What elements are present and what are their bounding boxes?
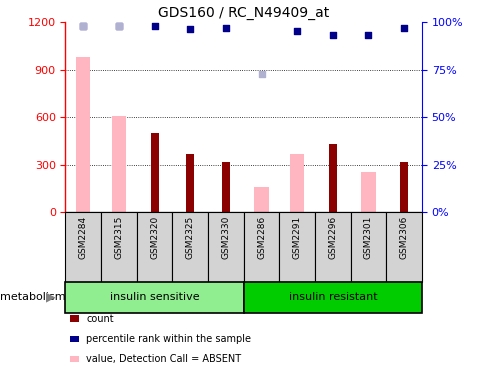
Bar — [151, 133, 158, 212]
Point — [364, 32, 372, 38]
Point — [257, 71, 265, 77]
Bar — [172, 212, 208, 282]
Bar — [289, 154, 303, 212]
Text: GSM2315: GSM2315 — [114, 216, 123, 259]
Bar — [279, 212, 314, 282]
Point — [399, 25, 407, 31]
Bar — [65, 282, 243, 313]
Bar — [385, 212, 421, 282]
Text: GSM2296: GSM2296 — [328, 216, 337, 259]
Point — [186, 26, 194, 32]
Text: insulin sensitive: insulin sensitive — [109, 292, 199, 302]
Text: insulin resistant: insulin resistant — [288, 292, 377, 302]
Text: ▶: ▶ — [46, 291, 56, 304]
Point — [293, 29, 301, 34]
Text: GSM2325: GSM2325 — [185, 216, 195, 259]
Text: GSM2301: GSM2301 — [363, 216, 372, 259]
Text: percentile rank within the sample: percentile rank within the sample — [86, 334, 251, 344]
Text: GSM2330: GSM2330 — [221, 216, 230, 259]
Point — [328, 32, 336, 38]
Text: value, Detection Call = ABSENT: value, Detection Call = ABSENT — [86, 354, 241, 365]
Point — [151, 23, 158, 29]
Point — [115, 23, 122, 29]
Bar — [328, 144, 336, 212]
Point — [79, 23, 87, 29]
Bar — [243, 212, 279, 282]
Bar — [136, 212, 172, 282]
Title: GDS160 / RC_N49409_at: GDS160 / RC_N49409_at — [158, 5, 329, 19]
Point — [79, 23, 87, 29]
Text: GSM2320: GSM2320 — [150, 216, 159, 259]
Bar — [76, 57, 90, 212]
Text: GSM2286: GSM2286 — [257, 216, 266, 259]
Bar — [208, 212, 243, 282]
Bar — [222, 161, 229, 212]
Point — [222, 25, 229, 31]
Text: count: count — [86, 314, 114, 324]
Bar — [101, 212, 136, 282]
Point — [115, 23, 122, 29]
Bar — [112, 116, 126, 212]
Text: metabolism: metabolism — [0, 292, 65, 302]
Bar — [243, 282, 421, 313]
Bar — [186, 154, 194, 212]
Text: GSM2306: GSM2306 — [399, 216, 408, 259]
Bar — [314, 212, 350, 282]
Text: GSM2284: GSM2284 — [78, 216, 88, 259]
Bar — [399, 161, 407, 212]
Bar — [65, 212, 101, 282]
Bar — [350, 212, 385, 282]
Bar — [361, 172, 375, 212]
Text: GSM2291: GSM2291 — [292, 216, 301, 259]
Bar — [254, 187, 268, 212]
